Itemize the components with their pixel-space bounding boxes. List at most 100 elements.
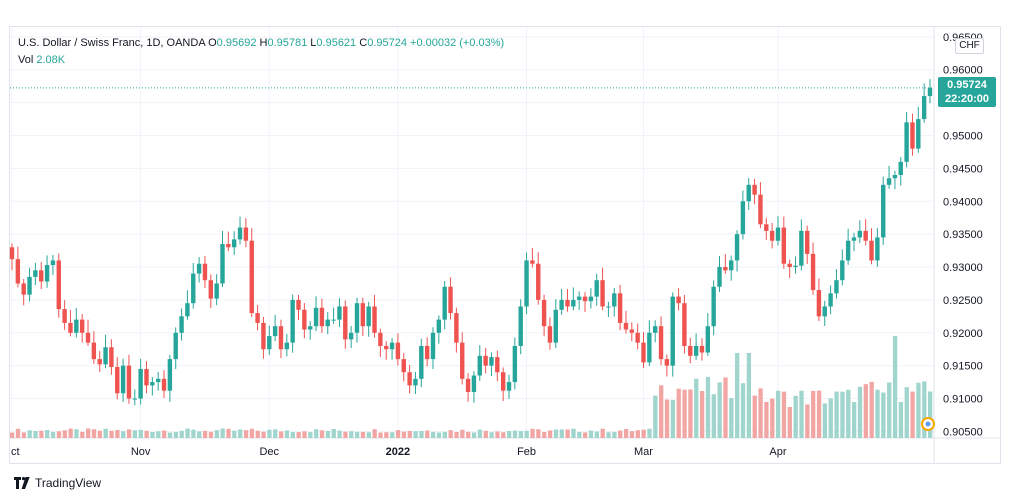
candle-body bbox=[495, 357, 500, 373]
volume-bar bbox=[343, 431, 348, 438]
volume-bar bbox=[775, 390, 781, 438]
candle-body bbox=[261, 322, 266, 350]
volume-bar bbox=[220, 428, 225, 438]
candle-body bbox=[547, 326, 553, 343]
candle-body bbox=[378, 332, 383, 346]
volume-bar bbox=[150, 432, 155, 438]
volume-bar bbox=[770, 398, 775, 438]
y-tick-label: 0.91500 bbox=[943, 361, 983, 373]
candle-body bbox=[898, 161, 903, 175]
last-price-label: 0.95724 22:20:00 bbox=[938, 77, 996, 107]
candle-body bbox=[44, 265, 50, 282]
candle-body bbox=[384, 345, 389, 350]
volume-bar bbox=[653, 395, 658, 438]
candle-body bbox=[79, 319, 85, 333]
candle-body bbox=[144, 368, 149, 386]
candle-body bbox=[916, 119, 921, 149]
candle-body bbox=[202, 263, 208, 281]
event-marker-dot bbox=[925, 421, 931, 427]
candle-body bbox=[15, 259, 21, 284]
candle-body bbox=[705, 326, 711, 353]
candle-body bbox=[173, 332, 178, 360]
candlestick-chart[interactable]: 0.965000.960000.955000.950000.945000.940… bbox=[0, 0, 1012, 470]
volume-bar bbox=[68, 428, 73, 438]
volume-bar bbox=[781, 391, 787, 438]
candle-body bbox=[471, 375, 477, 392]
volume-bar bbox=[612, 431, 617, 438]
volume-bar bbox=[290, 431, 295, 438]
volume-bar bbox=[144, 430, 149, 438]
candle-body bbox=[185, 303, 190, 317]
volume-bar bbox=[62, 430, 67, 438]
candle-body bbox=[103, 347, 108, 365]
candle-body bbox=[647, 332, 652, 363]
legend-low-label: L bbox=[310, 37, 317, 49]
y-tick-label: 0.95000 bbox=[943, 131, 983, 143]
legend-symbol: U.S. Dollar / Swiss Franc, 1D, OANDA bbox=[18, 37, 206, 49]
footer[interactable]: TradingView bbox=[14, 474, 101, 492]
currency-button[interactable]: CHF bbox=[955, 38, 984, 54]
volume-bar bbox=[729, 398, 734, 438]
candle-body bbox=[354, 303, 360, 333]
volume-bar bbox=[471, 432, 477, 438]
candle-body bbox=[424, 345, 430, 360]
volume-bar bbox=[284, 430, 290, 438]
candle-body bbox=[664, 359, 670, 366]
candle-body bbox=[857, 230, 863, 238]
candle-body bbox=[717, 267, 722, 287]
candle-body bbox=[863, 230, 868, 241]
volume-bar bbox=[319, 430, 325, 438]
volume-bar bbox=[401, 431, 407, 438]
volume-bar bbox=[273, 429, 278, 438]
volume-bar bbox=[138, 429, 143, 438]
volume-bar bbox=[267, 429, 272, 438]
volume-bar bbox=[682, 389, 687, 438]
candle-body bbox=[366, 306, 371, 327]
candle-body bbox=[506, 382, 512, 391]
volume-bar bbox=[536, 429, 541, 438]
volume-bar bbox=[828, 398, 833, 438]
volume-bar bbox=[249, 428, 255, 438]
volume-bar bbox=[162, 430, 167, 438]
candle-body bbox=[337, 306, 342, 320]
volume-bar bbox=[816, 390, 822, 438]
volume-bar bbox=[606, 432, 611, 438]
candle-body bbox=[600, 280, 605, 307]
candle-body bbox=[530, 260, 535, 264]
volume-bar bbox=[694, 378, 699, 438]
candle-body bbox=[512, 345, 518, 383]
volume-bar bbox=[758, 388, 763, 438]
volume-bar bbox=[91, 429, 97, 438]
volume-bar bbox=[442, 431, 447, 438]
tradingview-logo-icon bbox=[14, 477, 30, 489]
candle-body bbox=[360, 303, 366, 327]
candle-body bbox=[764, 224, 769, 231]
volume-bar bbox=[664, 399, 670, 438]
volume-bar bbox=[56, 431, 62, 438]
candle-body bbox=[161, 378, 167, 391]
volume-bar bbox=[395, 430, 401, 438]
candle-body bbox=[629, 329, 634, 333]
volume-bar bbox=[202, 430, 208, 438]
volume-bar bbox=[430, 431, 436, 438]
candle-body bbox=[670, 296, 675, 366]
candle-body bbox=[68, 322, 73, 333]
volume-bar bbox=[185, 428, 190, 438]
x-tick-label: Apr bbox=[769, 446, 786, 458]
candle-body bbox=[541, 299, 547, 327]
chart-frame bbox=[9, 26, 1001, 464]
x-tick-label: Dec bbox=[259, 446, 279, 458]
candle-body bbox=[150, 382, 155, 386]
candle-body bbox=[430, 332, 436, 360]
candle-body bbox=[693, 345, 699, 356]
candle-body bbox=[109, 347, 114, 367]
volume-bar bbox=[126, 429, 132, 438]
volume-bar bbox=[916, 382, 921, 438]
y-tick-label: 0.94500 bbox=[943, 163, 983, 175]
volume-bar bbox=[50, 431, 56, 438]
volume-bar bbox=[314, 429, 319, 438]
candle-body bbox=[489, 357, 494, 366]
volume-bar bbox=[898, 402, 904, 438]
candle-body bbox=[62, 309, 67, 323]
volume-bar bbox=[863, 384, 868, 438]
